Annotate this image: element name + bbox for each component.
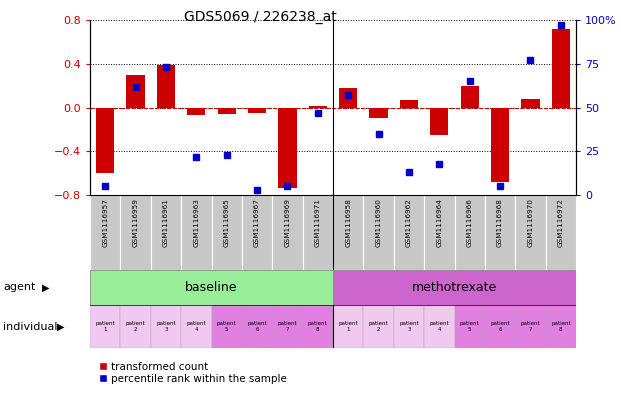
Bar [212, 195, 242, 270]
Bar [551, 29, 570, 108]
Bar [181, 195, 212, 270]
Bar [272, 195, 302, 270]
Bar [485, 195, 515, 270]
Text: GSM1116965: GSM1116965 [224, 198, 230, 247]
Bar [424, 305, 455, 348]
Bar [515, 195, 546, 270]
Text: GSM1116964: GSM1116964 [437, 198, 442, 247]
Bar [120, 305, 151, 348]
Bar [363, 305, 394, 348]
Text: GSM1116971: GSM1116971 [315, 198, 321, 247]
Bar [339, 88, 357, 108]
Text: patient
6: patient 6 [490, 321, 510, 332]
Bar [430, 108, 448, 135]
Text: patient
2: patient 2 [369, 321, 388, 332]
Text: GSM1116968: GSM1116968 [497, 198, 503, 247]
Bar [151, 195, 181, 270]
Bar [96, 108, 114, 173]
Text: patient
3: patient 3 [399, 321, 419, 332]
Text: GDS5069 / 226238_at: GDS5069 / 226238_at [184, 10, 337, 24]
Text: patient
4: patient 4 [430, 321, 449, 332]
Text: GSM1116963: GSM1116963 [193, 198, 199, 247]
Bar [333, 305, 363, 348]
Bar [485, 305, 515, 348]
Text: GSM1116961: GSM1116961 [163, 198, 169, 247]
Bar [333, 195, 363, 270]
Text: GSM1116962: GSM1116962 [406, 198, 412, 247]
Bar [242, 305, 272, 348]
Text: patient
5: patient 5 [460, 321, 479, 332]
Bar [369, 108, 388, 118]
Text: GSM1116959: GSM1116959 [132, 198, 138, 247]
Bar [455, 305, 485, 348]
Text: GSM1116970: GSM1116970 [527, 198, 533, 247]
Bar [248, 108, 266, 113]
Text: patient
5: patient 5 [217, 321, 237, 332]
Bar [400, 100, 418, 108]
Bar [127, 75, 145, 108]
Bar [455, 195, 485, 270]
Text: GSM1116967: GSM1116967 [254, 198, 260, 247]
Bar [90, 270, 333, 305]
Bar [302, 195, 333, 270]
Text: patient
8: patient 8 [308, 321, 328, 332]
Text: patient
7: patient 7 [278, 321, 297, 332]
Text: GSM1116957: GSM1116957 [102, 198, 108, 247]
Bar [90, 305, 120, 348]
Text: ▶: ▶ [42, 283, 50, 292]
Bar [546, 195, 576, 270]
Bar [151, 305, 181, 348]
Text: GSM1116960: GSM1116960 [376, 198, 381, 247]
Bar [272, 305, 302, 348]
Text: patient
4: patient 4 [186, 321, 206, 332]
Text: GSM1116969: GSM1116969 [284, 198, 291, 247]
Bar [363, 195, 394, 270]
Text: methotrexate: methotrexate [412, 281, 497, 294]
Text: patient
7: patient 7 [520, 321, 540, 332]
Bar [521, 99, 540, 108]
Bar [157, 65, 175, 108]
Bar [181, 305, 212, 348]
Legend: transformed count, percentile rank within the sample: transformed count, percentile rank withi… [95, 357, 291, 388]
Text: patient
8: patient 8 [551, 321, 571, 332]
Text: GSM1116972: GSM1116972 [558, 198, 564, 247]
Bar [90, 195, 120, 270]
Bar [309, 107, 327, 108]
Bar [187, 108, 206, 115]
Bar [546, 305, 576, 348]
Text: baseline: baseline [185, 281, 238, 294]
Bar [120, 195, 151, 270]
Bar [394, 195, 424, 270]
Text: GSM1116958: GSM1116958 [345, 198, 351, 247]
Bar [394, 305, 424, 348]
Bar [491, 108, 509, 182]
Text: individual: individual [3, 321, 58, 332]
Text: patient
3: patient 3 [156, 321, 176, 332]
Bar [333, 270, 576, 305]
Text: patient
1: patient 1 [338, 321, 358, 332]
Bar [302, 305, 333, 348]
Bar [424, 195, 455, 270]
Bar [515, 305, 546, 348]
Bar [461, 86, 479, 108]
Text: patient
6: patient 6 [247, 321, 267, 332]
Bar [212, 305, 242, 348]
Text: patient
2: patient 2 [125, 321, 145, 332]
Text: ▶: ▶ [57, 321, 65, 332]
Bar [217, 108, 236, 114]
Bar [242, 195, 272, 270]
Bar [278, 108, 297, 188]
Text: agent: agent [3, 283, 35, 292]
Text: patient
1: patient 1 [96, 321, 115, 332]
Text: GSM1116966: GSM1116966 [467, 198, 473, 247]
